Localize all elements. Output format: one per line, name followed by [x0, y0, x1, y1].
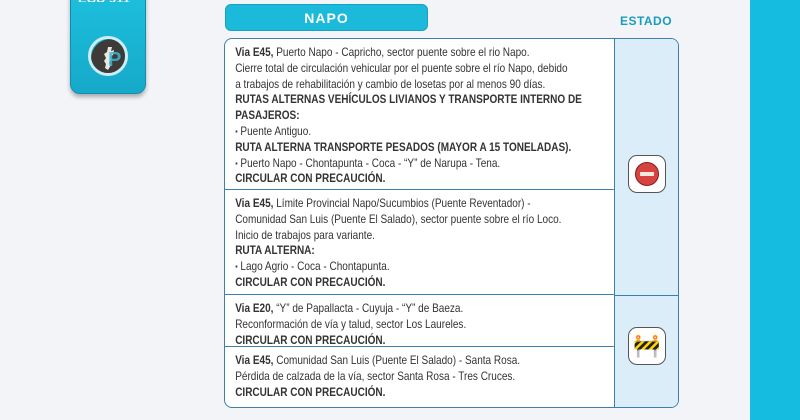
- svg-text:P: P: [108, 49, 121, 71]
- svg-text:ECU 911: ECU 911: [78, 0, 130, 2]
